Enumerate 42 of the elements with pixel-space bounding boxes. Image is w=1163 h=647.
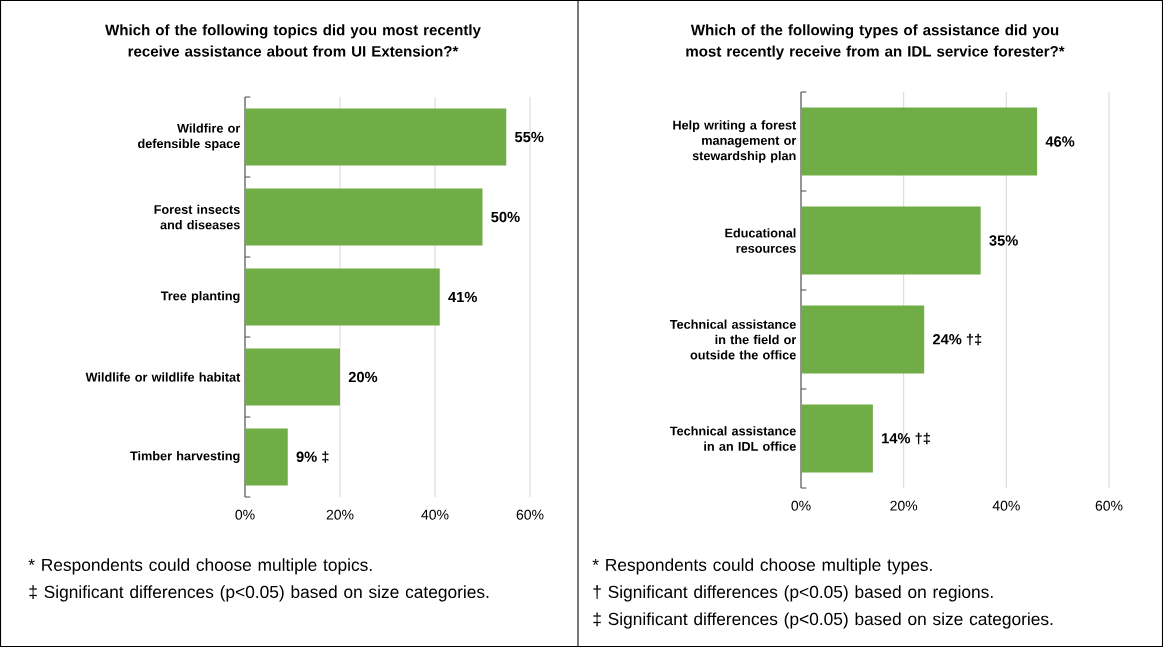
text: ‡ Significant differences (p<0.05) based on size categories. [29,585,489,602]
data-label: 46% [1045,136,1075,147]
data-label: 20% [348,371,378,383]
data-label: 24% †‡ [932,333,982,346]
y-tick-label: Help writing a forest management or stewardship plan [673,120,797,163]
x-tick-label: 0% [235,509,255,520]
bar [801,206,981,275]
data-label: 55% [514,131,544,143]
text: † Significant differences (p<0.05) based on regions. [593,585,993,602]
y-tick-label: Tree planting [160,291,240,303]
y-tick-label: Forest insects and diseases [154,204,240,230]
bar [801,107,1038,176]
chart-title: Which of the following types of assistance did you most recently receive from an IDL service forester?* [686,24,1065,60]
bar [245,108,507,166]
data-label: 14% †‡ [882,432,930,445]
bar [801,404,873,473]
text: * Respondents could choose multiple topics. [28,558,372,575]
data-label: 9% ‡ [296,451,329,463]
bar [245,428,288,486]
text: * Respondents could choose multiple types. [592,558,932,575]
y-tick-label: Wildfire or defensible space [138,123,241,151]
x-tick-label: 0% [791,500,811,511]
y-tick-label: Wildlife or wildlife habitat [85,372,241,382]
y-tick-label: Technical assistance in an IDL office [669,426,796,451]
x-tick-label: 40% [992,500,1020,511]
bar [245,348,340,406]
bar [245,268,440,326]
data-label: 41% [448,291,477,303]
text: ‡ Significant differences (p<0.05) based on size categories. [593,612,1053,629]
y-tick-label: Technical assistance in the field or outside the office [669,319,797,360]
y-tick-label: Educational resources [725,228,796,253]
data-label: 50% [491,211,520,223]
y-tick-label: Timber harvesting [130,451,240,463]
x-tick-label: 60% [1095,500,1123,511]
bar [801,305,925,374]
bar [245,188,483,246]
x-tick-label: 60% [516,509,544,520]
x-tick-label: 20% [890,500,918,511]
data-label: 35% [989,235,1018,246]
x-tick-label: 40% [421,509,449,520]
chart-title: Which of the following topics did you most recently receive assistance about from UI Extension?* [105,24,481,57]
x-tick-label: 20% [326,509,354,520]
